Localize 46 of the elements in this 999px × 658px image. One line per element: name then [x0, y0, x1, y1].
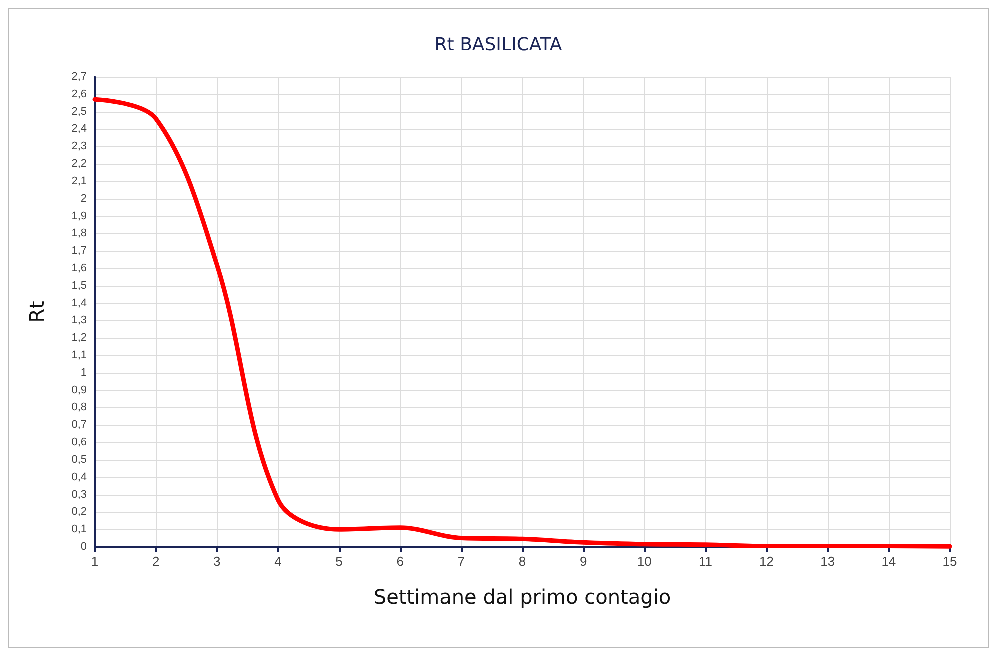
y-tick-label: 0,9 — [72, 384, 87, 396]
y-tick-label: 1,8 — [72, 228, 87, 240]
y-tick-label: 1,4 — [72, 297, 87, 310]
x-tick-label: 10 — [637, 554, 652, 569]
x-tick-label: 7 — [458, 554, 466, 569]
y-tick-label: 2,6 — [72, 88, 87, 100]
y-tick-label: 2,2 — [72, 158, 87, 170]
y-tick-label: 1,3 — [72, 314, 87, 327]
y-tick-label: 0,5 — [72, 454, 87, 466]
x-tick-label: 12 — [760, 554, 774, 569]
x-tick-label: 15 — [942, 554, 958, 569]
y-tick-label: 2,3 — [72, 140, 87, 153]
x-tick-label: 6 — [396, 554, 404, 569]
x-tick-label: 9 — [580, 554, 588, 569]
y-tick-label: 1,6 — [72, 262, 87, 274]
y-tick-label: 0 — [80, 541, 87, 553]
y-tick-label: 0,3 — [72, 488, 87, 501]
y-tick-label: 2,1 — [72, 175, 87, 188]
y-tick-label: 0,1 — [72, 524, 87, 536]
y-tick-label: 1,5 — [72, 280, 87, 292]
x-tick-label: 4 — [274, 554, 282, 569]
x-tick-label: 1 — [91, 554, 99, 569]
chart-title: Rt BASILICATA — [434, 34, 563, 56]
y-tick-label: 2,4 — [72, 123, 87, 136]
y-tick-label: 2 — [80, 192, 87, 205]
y-tick-label: 0,8 — [72, 402, 87, 414]
y-tick-label: 0,2 — [72, 506, 87, 518]
y-tick-label: 0,6 — [72, 436, 87, 449]
y-tick-label: 1 — [80, 366, 87, 379]
x-tick-label: 3 — [214, 554, 221, 569]
y-tick-label: 0,4 — [72, 471, 87, 484]
x-tick-label: 2 — [152, 554, 160, 569]
y-tick-label: 1,9 — [72, 210, 87, 222]
y-tick-label: 2,7 — [72, 71, 87, 83]
y-tick-label: 0,7 — [72, 419, 87, 432]
y-tick-label: 1,7 — [72, 245, 87, 258]
x-axis-title: Settimane dal primo contagio — [374, 585, 672, 609]
x-tick-label: 11 — [698, 554, 712, 569]
x-tick-label: 5 — [336, 554, 343, 569]
y-axis-title: Rt — [25, 300, 49, 323]
x-tick-label: 14 — [882, 554, 896, 569]
y-tick-label: 2,5 — [72, 106, 87, 118]
x-tick-label: 8 — [518, 554, 526, 569]
y-tick-label: 1,1 — [72, 350, 87, 362]
y-tick-label: 1,2 — [72, 332, 87, 344]
x-tick-label: 13 — [820, 554, 836, 569]
